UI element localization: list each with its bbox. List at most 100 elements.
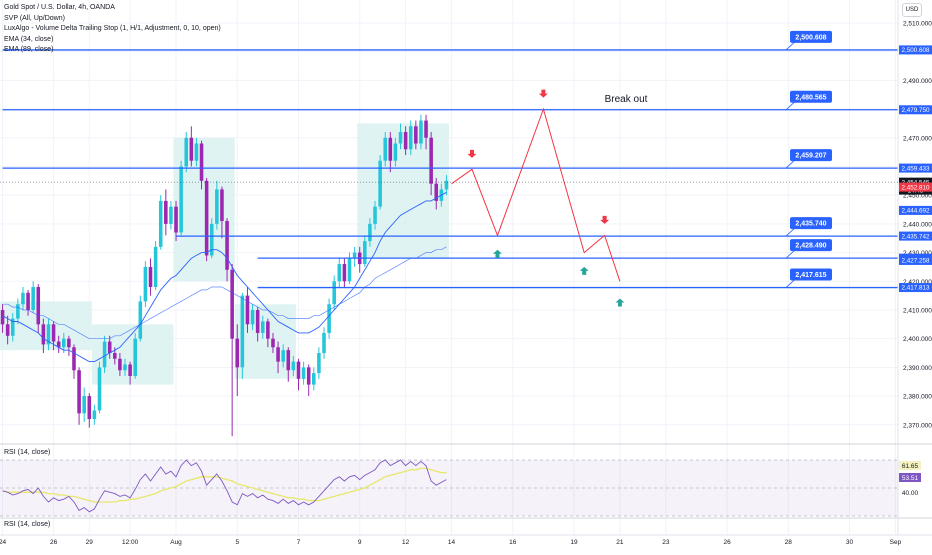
extra-axis-tag xyxy=(899,205,932,215)
level-lines[interactable]: 2,500.608 2,480.565 2,459.207 2,435.740 2,42… xyxy=(2,30,898,289)
rsi-label-2[interactable]: RSI (14, close) xyxy=(4,521,51,528)
candle-body xyxy=(327,304,331,333)
extra-axis-tag-text: 2,444.692 xyxy=(901,208,930,215)
candle-body xyxy=(169,206,173,224)
candle-body xyxy=(41,324,46,345)
x-tick-label: 16 xyxy=(509,539,517,546)
symbol-title[interactable]: Gold Spot / U.S. Dollar, 4h, OANDA xyxy=(4,4,115,11)
candle-body xyxy=(312,373,316,385)
candle-body xyxy=(434,183,439,201)
level-axis-tag-text: 2,459.433 xyxy=(901,165,930,172)
y-tick-label: 2,490.000 xyxy=(903,78,932,85)
x-tick-label: 5 xyxy=(235,539,239,546)
candle-body xyxy=(240,295,245,368)
volume-profile-band xyxy=(234,304,296,379)
projection-path xyxy=(451,107,621,282)
level-axis-tag-text: 2,417.813 xyxy=(901,285,930,292)
candle-body xyxy=(123,364,127,371)
candle-body xyxy=(128,364,132,376)
candle-body xyxy=(87,396,92,420)
extra-axis-tag-text: 2,427.258 xyxy=(901,258,930,265)
level-axis-tag-text: 2,435.742 xyxy=(901,233,930,240)
candle-body xyxy=(317,353,321,374)
candle-body xyxy=(107,341,112,354)
down-arrow-icon xyxy=(600,215,610,224)
candle-body xyxy=(67,338,71,348)
indicator-svp[interactable]: SVP (All, Up/Down) xyxy=(4,14,65,22)
ema-lines xyxy=(2,191,447,363)
legend: Gold Spot / U.S. Dollar, 4h, OANDA SVP (… xyxy=(4,3,221,56)
candle-body xyxy=(10,318,15,336)
candle-body xyxy=(215,189,219,224)
candle-body xyxy=(337,264,342,282)
candle-body xyxy=(82,396,86,414)
indicator-ema89[interactable]: EMA (89, close) xyxy=(4,46,54,53)
candle-body xyxy=(255,309,260,333)
indicator-luxalgo[interactable]: LuxAlgo - Volume Delta Trailing Stop (1,… xyxy=(4,25,221,32)
candle-body xyxy=(398,132,403,144)
price-axis: 2,370.000 2,380.000 2,390.000 2,400.000 2,41… xyxy=(0,0,932,535)
level-callout-box xyxy=(790,149,832,162)
candle-body xyxy=(5,324,10,336)
rsi-line xyxy=(2,459,447,513)
rsi-label[interactable]: RSI (14, close) xyxy=(4,449,51,456)
level-callout-box xyxy=(790,239,832,252)
rsi-axis-label: 40.00 xyxy=(902,490,919,497)
rsi-ma-line xyxy=(2,467,447,503)
level-axis-tag xyxy=(899,163,932,173)
candle-body xyxy=(286,350,291,371)
extra-axis-tag xyxy=(899,255,932,265)
candle-body xyxy=(0,309,5,325)
level-callout-text: 2,417.615 xyxy=(795,272,826,279)
level-axis-tag xyxy=(899,45,932,55)
volume-profile-band xyxy=(0,301,92,351)
down-arrow-icon xyxy=(467,149,477,158)
y-tick-label: 2,440.000 xyxy=(903,221,932,228)
level-callout-box xyxy=(790,30,832,43)
candle-body xyxy=(209,223,214,256)
x-tick-label: 29 xyxy=(86,539,94,546)
level-callout-text: 2,480.565 xyxy=(795,94,826,101)
candle-body xyxy=(403,132,408,150)
rsi-band xyxy=(0,460,898,516)
candle-body xyxy=(419,120,423,144)
y-tick-label: 2,420.000 xyxy=(903,279,932,286)
candle-body xyxy=(296,361,301,379)
level-callout-text: 2,459.207 xyxy=(795,153,826,160)
candle-body xyxy=(36,287,41,325)
x-tick-label: 24 xyxy=(0,539,7,546)
candle-body xyxy=(153,246,158,288)
candle-body xyxy=(204,180,209,256)
candle-body xyxy=(429,137,433,184)
candle-body xyxy=(235,338,240,368)
annotation-text: Break out xyxy=(605,94,648,105)
rsi-value-tag-2 xyxy=(899,473,921,482)
level-callout-text: 2,500.608 xyxy=(795,34,826,41)
level-axis-tag-text: 2,479.750 xyxy=(901,107,930,114)
indicator-ema34[interactable]: EMA (34, close) xyxy=(4,35,54,43)
candle-body xyxy=(414,126,418,144)
candle-body xyxy=(31,287,35,310)
candle-body xyxy=(271,338,275,348)
y-tick-label: 2,400.000 xyxy=(903,336,932,343)
rsi-panel: 61.65 53.51 40.00 xyxy=(0,443,932,519)
x-tick-label: 7 xyxy=(297,539,301,546)
down-arrow-icon xyxy=(538,89,548,98)
y-tick-label: 2,430.000 xyxy=(903,250,932,257)
candle-body xyxy=(148,266,153,288)
y-tick-label: 2,410.000 xyxy=(903,307,932,314)
candle-body xyxy=(250,309,255,325)
candles[interactable] xyxy=(0,114,449,437)
y-tick-label: 2,470.000 xyxy=(903,135,932,142)
candle-body xyxy=(194,143,199,161)
projection xyxy=(451,89,625,307)
currency-button[interactable]: USD xyxy=(902,3,922,17)
volume-profile-bands xyxy=(0,123,449,385)
y-tick-label: 2,510.000 xyxy=(903,20,932,27)
x-tick-label: 12:00 xyxy=(122,539,139,546)
x-tick-label: 30 xyxy=(846,539,854,546)
x-tick-label: 9 xyxy=(358,539,362,546)
candle-body xyxy=(61,338,66,348)
candle-body xyxy=(158,200,163,247)
